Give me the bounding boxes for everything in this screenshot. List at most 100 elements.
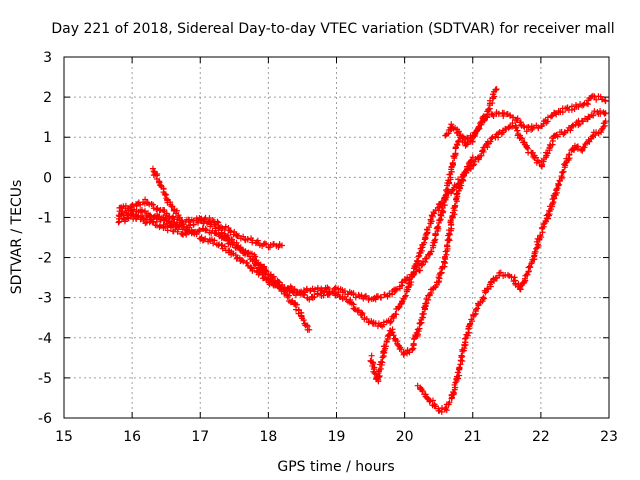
data-point (443, 251, 450, 258)
data-point (449, 188, 456, 195)
x-tick-label: 21 (464, 429, 482, 445)
data-point (544, 114, 551, 121)
data-point (382, 343, 389, 350)
y-tick-label: -5 (38, 371, 52, 387)
data-point (475, 125, 482, 132)
data-point (474, 305, 481, 312)
data-point (591, 108, 598, 115)
data-point (244, 260, 251, 267)
data-point (393, 311, 400, 318)
data-point (389, 291, 396, 298)
data-point (363, 315, 370, 322)
data-point (208, 236, 215, 243)
y-tick-label: 2 (43, 90, 52, 106)
data-point (454, 369, 461, 376)
data-point (553, 186, 560, 193)
data-point (434, 223, 441, 230)
data-point (455, 128, 462, 135)
data-point (452, 202, 459, 209)
data-point (445, 236, 452, 243)
data-point (163, 210, 170, 217)
data-point (432, 231, 439, 238)
data-point (167, 224, 174, 231)
data-point (380, 348, 387, 355)
data-point (602, 110, 609, 117)
data-point (303, 322, 310, 329)
data-point (540, 120, 547, 127)
data-point (200, 237, 207, 244)
data-point (164, 227, 171, 234)
data-point (530, 153, 537, 160)
data-point (427, 216, 434, 223)
data-point (419, 310, 426, 317)
data-point (293, 301, 300, 308)
data-point (500, 112, 507, 119)
data-point (444, 242, 451, 249)
data-point (488, 135, 495, 142)
data-point (388, 318, 395, 325)
data-point (149, 165, 156, 172)
data-point (325, 291, 332, 298)
data-point (511, 274, 518, 281)
data-point (475, 302, 482, 309)
data-point (352, 294, 359, 301)
data-point (458, 352, 465, 359)
data-point (233, 255, 240, 262)
data-point (378, 294, 385, 301)
data-point (455, 137, 462, 144)
data-point (211, 237, 218, 244)
data-point (142, 196, 149, 203)
data-point (311, 294, 318, 301)
x-tick-label: 19 (328, 429, 346, 445)
y-axis-label: SDTVAR / TECUs (9, 180, 25, 295)
data-point (558, 173, 565, 180)
data-point (448, 121, 455, 128)
data-point (202, 226, 209, 233)
data-point (155, 178, 162, 185)
data-point (504, 271, 511, 278)
data-point (576, 120, 583, 127)
data-point (472, 308, 479, 315)
data-point (399, 282, 406, 289)
data-point (469, 154, 476, 161)
x-tick-label: 17 (191, 429, 209, 445)
data-point (555, 181, 562, 188)
data-point (517, 134, 524, 141)
data-point (284, 293, 291, 300)
data-point (206, 215, 213, 222)
data-point (269, 274, 276, 281)
data-point (460, 134, 467, 141)
data-point (464, 139, 471, 146)
data-layer (115, 86, 609, 415)
data-point (350, 290, 357, 297)
data-point (487, 138, 494, 145)
data-point (454, 142, 461, 149)
data-point (464, 165, 471, 172)
data-point (372, 296, 379, 303)
data-point (444, 188, 451, 195)
data-point (209, 217, 216, 224)
series-trace-e (149, 165, 183, 221)
data-point (451, 153, 458, 160)
data-point (462, 335, 469, 342)
data-point (526, 263, 533, 270)
y-tick-label: 3 (43, 50, 52, 66)
data-point (263, 268, 270, 275)
y-tick-label: 0 (43, 170, 52, 186)
data-point (168, 203, 175, 210)
data-point (468, 157, 475, 164)
data-point (230, 239, 237, 246)
data-point (523, 128, 530, 135)
data-point (270, 273, 277, 280)
data-point (181, 223, 188, 230)
y-tick-label: -4 (38, 331, 52, 347)
data-point (598, 126, 605, 133)
data-point (150, 201, 157, 208)
data-point (554, 133, 561, 140)
data-point (156, 222, 163, 229)
data-point (514, 127, 521, 134)
data-point (535, 124, 542, 131)
data-point (359, 311, 366, 318)
data-point (425, 224, 432, 231)
data-point (423, 255, 430, 262)
